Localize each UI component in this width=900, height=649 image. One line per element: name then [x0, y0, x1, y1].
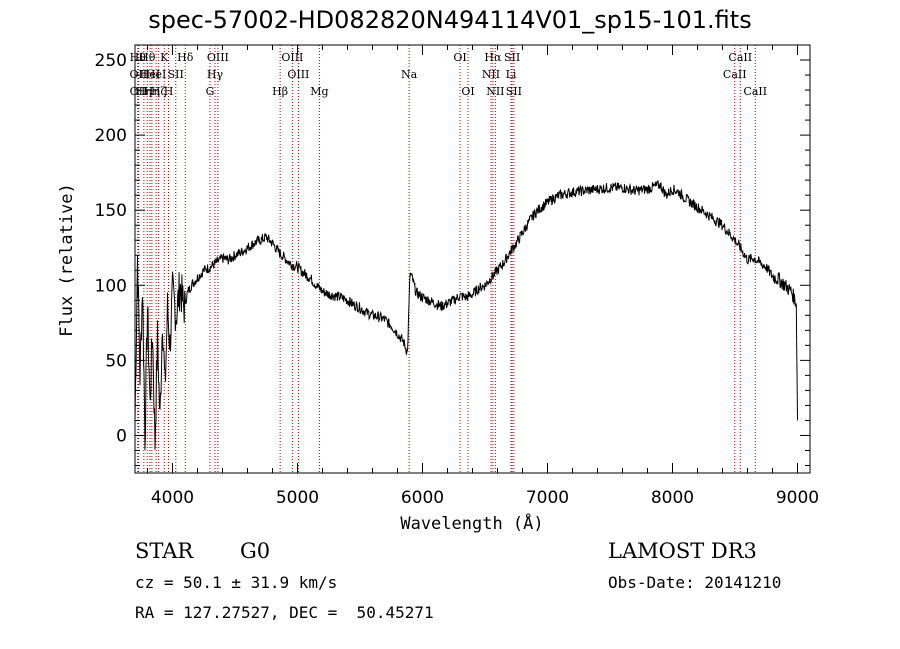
line-marker-label-24: Hα [484, 51, 502, 64]
line-marker-label-15: OIII [207, 51, 229, 64]
line-marker-label-8: Hζ [151, 85, 167, 98]
y-tick-label-3: 150 [95, 201, 127, 221]
line-marker-label-14: Hγ [207, 68, 224, 81]
plot-frame [134, 44, 811, 474]
y-tick-label-0: 0 [116, 426, 127, 446]
chart-title: spec-57002-HD082820N494114V01_sp15-101.f… [148, 6, 752, 34]
line-marker-label-10: H [164, 85, 174, 98]
line-marker-label-19: Mg [310, 85, 328, 98]
line-marker-label-5: HeI [140, 68, 160, 81]
line-marker-label-26: Li [506, 68, 517, 81]
spectral-subclass: G0 [240, 539, 271, 563]
object-type: STAR [135, 539, 194, 563]
x-tick-label-3: 7000 [526, 488, 569, 508]
line-marker-label-4: Hθ [139, 51, 156, 64]
line-marker-label-6: Hη [144, 85, 160, 98]
line-marker-label-23: NII [482, 68, 500, 81]
x-tick-label-4: 8000 [651, 488, 694, 508]
y-axis-label: Flux (relative) [57, 183, 77, 337]
spectrum-series-0 [134, 180, 798, 451]
line-marker-label-9: K [160, 51, 169, 64]
coordinates-readout: RA = 127.27527, DEC = 50.45271 [135, 603, 434, 622]
line-marker-label-28: SII [506, 85, 522, 98]
y-tick-label-1: 50 [105, 351, 127, 371]
x-tick-label-2: 6000 [401, 488, 444, 508]
line-marker-label-12: Hδ [177, 51, 194, 64]
line-marker-label-18: OIII [287, 68, 309, 81]
axis-ticks: 4000 5000 6000 7000 8000 9000 0 50 100 150 200 250 [95, 44, 819, 508]
line-marker-label-27: SII [504, 51, 520, 64]
line-marker-label-20: Na [401, 68, 418, 81]
line-marker-label-17: OIII [281, 51, 303, 64]
line-marker-label-22: OI [461, 85, 474, 98]
line-marker-label-30: CaII [728, 51, 752, 64]
line-marker-label-31: CaII [743, 85, 767, 98]
line-marker-label-1: OII [130, 68, 148, 81]
line-marker-label-25: NII [486, 85, 504, 98]
spectral-line-labels: HθOIIOIIHηHθHeIHηHeIHζKHSIIHδGHγOIIIHβOI… [130, 51, 768, 98]
x-tick-label-0: 4000 [151, 488, 194, 508]
survey-name: LAMOST DR3 [608, 539, 757, 563]
line-marker-label-7: HeI [146, 68, 166, 81]
line-marker-label-0: Hθ [130, 51, 147, 64]
x-tick-label-1: 5000 [276, 488, 319, 508]
redshift-readout: cz = 50.1 ± 31.9 km/s [135, 573, 338, 592]
line-marker-label-3: Hη [136, 85, 152, 98]
observation-date: Obs-Date: 20141210 [608, 573, 782, 592]
line-marker-label-11: SII [168, 68, 184, 81]
y-tick-label-4: 200 [95, 126, 127, 146]
line-marker-label-16: Hβ [272, 85, 288, 98]
line-marker-label-2: OII [130, 85, 148, 98]
x-tick-label-5: 9000 [776, 488, 819, 508]
line-marker-label-29: CaII [723, 68, 747, 81]
line-marker-label-13: G [206, 85, 215, 98]
y-tick-label-5: 250 [95, 51, 127, 71]
line-marker-label-21: OI [453, 51, 466, 64]
series-layer [134, 180, 798, 451]
x-axis-label: Wavelength (Å) [400, 512, 543, 534]
y-tick-label-2: 100 [95, 276, 127, 296]
